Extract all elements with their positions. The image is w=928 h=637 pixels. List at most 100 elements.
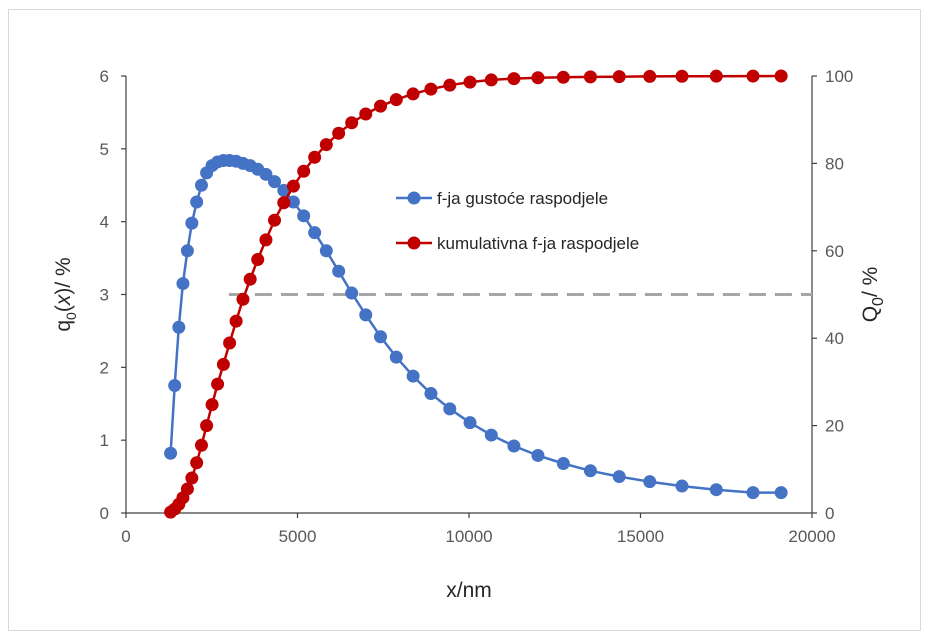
- series-line: [169, 159, 782, 494]
- data-point: [286, 195, 300, 209]
- data-point: [185, 471, 199, 485]
- data-point: [443, 78, 457, 92]
- data-point: [168, 379, 182, 393]
- y-right-tick-label: 100: [825, 67, 853, 86]
- y-left-axis-title: q0(x)/ %: [52, 257, 79, 331]
- y-left-title-var: x: [52, 293, 75, 306]
- data-point: [243, 272, 257, 286]
- y-left-tick-label: 0: [100, 504, 109, 523]
- legend-density-label: f-ja gustoće raspodjele: [437, 189, 608, 208]
- data-point: [675, 69, 689, 83]
- data-point: [308, 150, 322, 164]
- data-point: [205, 398, 219, 412]
- data-point: [308, 226, 322, 240]
- y-left-tick-label: 3: [100, 286, 109, 305]
- y-left-title-main: q: [52, 320, 75, 332]
- y-right-tick-label: 20: [825, 417, 844, 436]
- y-right-axis-title: Q0/ %: [859, 267, 887, 323]
- data-point: [180, 244, 194, 258]
- data-point: [507, 439, 521, 453]
- data-point: [612, 470, 626, 484]
- data-point: [612, 70, 626, 84]
- y-left-tick-label: 5: [100, 140, 109, 159]
- data-point: [176, 277, 190, 291]
- x-tick-label: 20000: [788, 527, 835, 546]
- data-point: [484, 73, 498, 87]
- data-point: [194, 178, 208, 192]
- data-point: [211, 377, 225, 391]
- data-point: [332, 126, 346, 140]
- data-point: [164, 446, 178, 460]
- data-point: [259, 167, 273, 181]
- data-point: [374, 99, 388, 113]
- data-point: [185, 216, 199, 230]
- data-point: [463, 75, 477, 89]
- data-point: [443, 402, 457, 416]
- data-point: [583, 464, 597, 478]
- data-point: [556, 70, 570, 84]
- data-point: [583, 70, 597, 84]
- data-point: [709, 483, 723, 497]
- data-point: [709, 69, 723, 83]
- data-point: [297, 209, 311, 223]
- y-left-tick-label: 6: [100, 67, 109, 86]
- legend-cumulative-marker: [407, 236, 421, 250]
- data-point: [236, 292, 250, 306]
- data-point: [268, 213, 282, 227]
- data-point: [345, 286, 359, 300]
- y-right-tick-label: 40: [825, 329, 844, 348]
- data-point: [406, 87, 420, 101]
- y-left-tick-label: 1: [100, 431, 109, 450]
- data-point: [332, 264, 346, 278]
- data-point: [319, 138, 333, 152]
- data-point: [463, 416, 477, 430]
- data-point: [389, 350, 403, 364]
- data-point: [268, 175, 282, 189]
- series-layer: [164, 69, 788, 519]
- data-point: [746, 486, 760, 500]
- x-axis-title: x/nm: [446, 579, 492, 602]
- y-left-tick-label: 4: [100, 213, 109, 232]
- data-point: [286, 179, 300, 193]
- y-left-title-end: )/ %: [52, 257, 75, 294]
- data-point: [345, 116, 359, 130]
- data-point: [200, 419, 214, 433]
- data-point: [359, 308, 373, 322]
- y-right-tick-labels: 0 20 40 60 80 100: [812, 67, 853, 523]
- data-point: [774, 486, 788, 500]
- data-point: [180, 482, 194, 496]
- data-point: [374, 330, 388, 344]
- x-tick-label: 0: [121, 527, 130, 546]
- data-point: [746, 69, 760, 83]
- y-left-title-mid: (: [52, 305, 75, 312]
- data-point: [643, 69, 657, 83]
- x-tick-label: 15000: [617, 527, 664, 546]
- data-point: [424, 82, 438, 96]
- data-point: [172, 320, 186, 334]
- series-cumulative: [164, 69, 788, 519]
- data-point: [406, 369, 420, 383]
- y-left-tick-labels: 0 1 2 3 4 5 6: [100, 67, 126, 523]
- data-point: [556, 456, 570, 470]
- legend-item-cumulative: kumulativna f-ja raspodjele: [396, 234, 639, 253]
- data-point: [643, 475, 657, 489]
- data-point: [216, 357, 230, 371]
- x-tick-labels: 0 5000 10000 15000 20000: [121, 513, 836, 546]
- data-point: [507, 72, 521, 86]
- data-point: [774, 69, 788, 83]
- x-tick-label: 5000: [279, 527, 317, 546]
- legend-cumulative-label: kumulativna f-ja raspodjele: [437, 234, 639, 253]
- y-left-title-sub: 0: [63, 312, 79, 320]
- data-point: [389, 93, 403, 107]
- series-density: [164, 153, 788, 500]
- data-point: [190, 456, 204, 470]
- data-point: [229, 314, 243, 328]
- y-right-title-sub: 0: [870, 297, 887, 306]
- legend-density-marker: [407, 191, 421, 205]
- y-right-tick-label: 80: [825, 154, 844, 173]
- data-point: [484, 428, 498, 442]
- data-point: [223, 336, 237, 350]
- y-right-title-main: Q: [859, 306, 882, 322]
